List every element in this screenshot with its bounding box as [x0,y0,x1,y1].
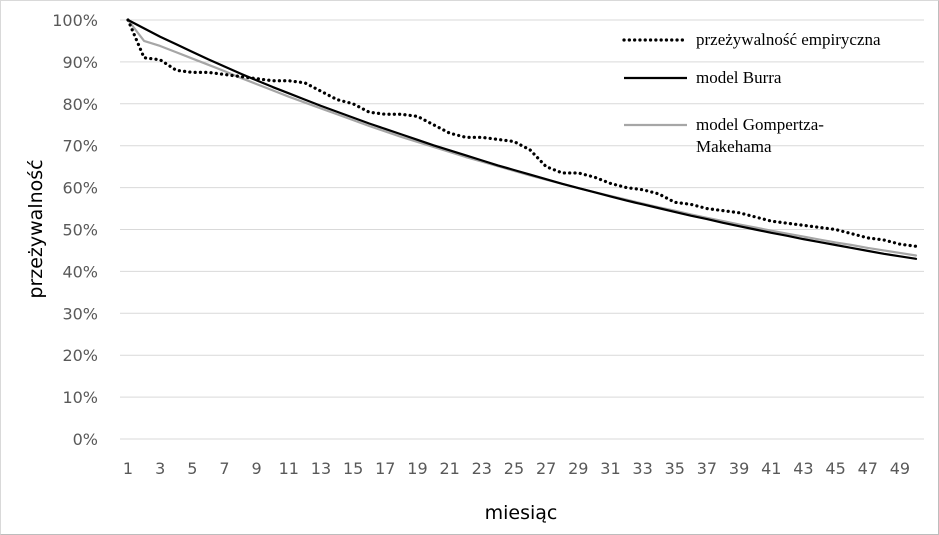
y-axis-title: przeżywalność [25,159,47,298]
x-tick-label: 11 [279,459,299,478]
y-tick-label: 90% [62,53,98,72]
series-line-2 [126,18,918,260]
x-tick-label: 29 [568,459,588,478]
y-tick-label: 60% [62,179,98,198]
x-tick-label: 9 [252,459,262,478]
x-tick-label: 37 [697,459,717,478]
y-tick-label: 70% [62,137,98,156]
x-tick-label: 47 [858,459,878,478]
x-tick-label: 33 [632,459,652,478]
y-axis-ticks: 0% 10% 20% 30% 40% 50% 60% 70% 80% 90% 100% [52,11,98,449]
x-tick-label: 23 [472,459,492,478]
x-tick-label: 1 [123,459,133,478]
x-tick-label: 21 [439,459,459,478]
y-tick-label: 20% [62,346,98,365]
series-lines [126,18,918,260]
y-tick-label: 100% [52,11,98,30]
gridlines [120,19,924,398]
x-tick-label: 17 [375,459,395,478]
series-line-3 [126,18,918,257]
x-tick-label: 31 [600,459,620,478]
x-tick-label: 19 [407,459,427,478]
x-tick-label: 5 [187,459,197,478]
series-line-1 [126,18,918,248]
legend-label-1: przeżywalność empiryczna [696,30,881,49]
x-tick-label: 41 [761,459,781,478]
x-tick-label: 27 [536,459,556,478]
x-tick-label: 35 [665,459,685,478]
y-tick-label: 10% [62,388,98,407]
x-axis-ticks: 1 3 5 7 9 11 13 15 17 19 21 23 25 27 29 31 33 35 37 39 41 43 4… [123,459,910,478]
x-axis-title: miesiąc [485,502,558,524]
x-tick-label: 7 [219,459,229,478]
x-tick-label: 43 [793,459,813,478]
x-tick-label: 45 [825,459,845,478]
y-tick-label: 80% [62,95,98,114]
y-tick-label: 0% [73,430,98,449]
legend-label-2: model Burra [696,68,782,87]
y-tick-label: 50% [62,221,98,240]
x-tick-label: 13 [311,459,331,478]
y-tick-label: 40% [62,262,98,281]
legend-label-3: model Gompertza-Makehama [696,115,824,156]
y-tick-label: 30% [62,304,98,323]
x-tick-label: 25 [504,459,524,478]
x-tick-label: 49 [890,459,910,478]
x-tick-label: 3 [155,459,165,478]
x-tick-label: 39 [729,459,749,478]
x-tick-label: 15 [343,459,363,478]
legend: przeżywalność empiryczna model Burra model… [622,30,881,156]
